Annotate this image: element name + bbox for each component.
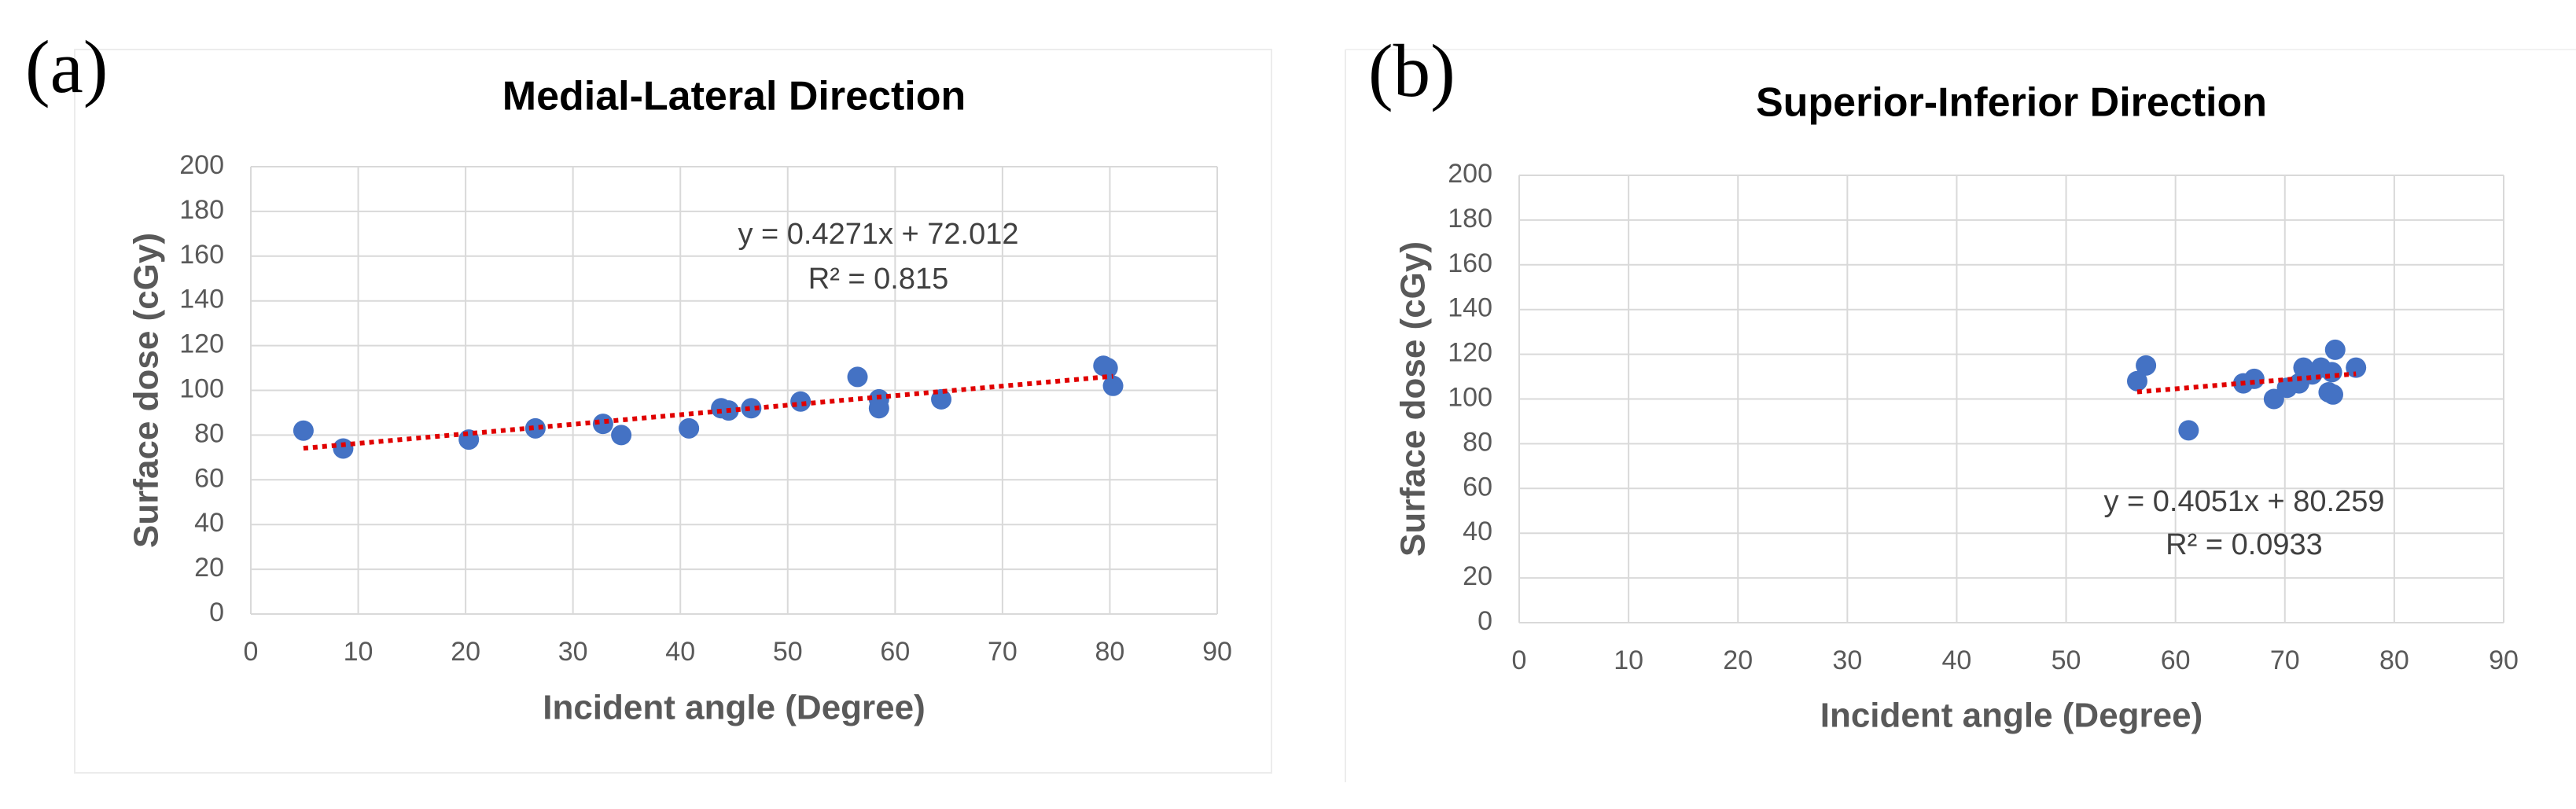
x-tick-label: 20 <box>1723 645 1753 675</box>
y-tick-label: 140 <box>179 285 224 314</box>
y-tick-label: 80 <box>1463 427 1492 457</box>
x-tick-label: 90 <box>2489 645 2519 675</box>
data-point <box>524 417 546 439</box>
y-tick-label: 100 <box>179 373 224 403</box>
trendline-equation: y = 0.4051x + 80.259 <box>2103 485 2384 518</box>
data-point <box>592 414 613 435</box>
data-point <box>741 398 762 419</box>
data-point <box>2321 362 2342 383</box>
trendline <box>303 373 1113 451</box>
y-tick-label: 120 <box>179 329 224 359</box>
x-tick-label: 0 <box>1512 645 1527 675</box>
y-tick-label: 20 <box>1463 561 1492 591</box>
y-tick-label: 140 <box>1448 293 1492 323</box>
panel-frame <box>74 49 1272 774</box>
data-point <box>2178 420 2199 441</box>
y-tick-label: 80 <box>194 418 224 448</box>
x-tick-label: 40 <box>665 637 695 667</box>
y-tick-label: 200 <box>1448 159 1492 189</box>
x-tick-label: 80 <box>1095 637 1125 667</box>
x-tick-label: 10 <box>344 637 374 667</box>
y-tick-label: 200 <box>179 150 224 180</box>
y-tick-label: 180 <box>179 195 224 225</box>
x-tick-label: 30 <box>558 637 588 667</box>
data-point <box>868 398 889 419</box>
x-tick-label: 90 <box>1202 637 1232 667</box>
y-tick-label: 0 <box>209 598 224 627</box>
chart-title: Superior-Inferior Direction <box>1756 80 2267 126</box>
y-tick-label: 160 <box>179 240 224 270</box>
data-point <box>2136 355 2157 376</box>
x-tick-label: 50 <box>2052 645 2081 675</box>
y-tick-label: 40 <box>194 508 224 538</box>
x-tick-label: 40 <box>1942 645 1972 675</box>
y-tick-label: 120 <box>1448 338 1492 368</box>
x-tick-label: 70 <box>2270 645 2300 675</box>
data-point <box>1097 358 1118 379</box>
x-tick-label: 0 <box>244 637 259 667</box>
data-point <box>611 425 632 446</box>
y-tick-label: 40 <box>1463 517 1492 546</box>
y-axis-label: Surface dose (cGy) <box>1394 241 1433 557</box>
data-point <box>2322 384 2343 405</box>
trendline <box>2136 371 2357 395</box>
x-tick-label: 70 <box>988 637 1018 667</box>
data-point <box>790 391 811 412</box>
x-tick-label: 60 <box>2161 645 2191 675</box>
data-point <box>2243 368 2265 389</box>
x-tick-label: 20 <box>451 637 480 667</box>
y-tick-label: 20 <box>194 553 224 583</box>
x-tick-label: 80 <box>2379 645 2409 675</box>
x-tick-label: 30 <box>1832 645 1862 675</box>
data-point <box>679 417 700 439</box>
x-tick-label: 60 <box>880 637 910 667</box>
data-point <box>1102 375 1124 396</box>
data-point <box>2324 339 2346 360</box>
x-axis-label: Incident angle (Degree) <box>1820 697 2203 735</box>
data-point <box>847 366 868 388</box>
r-squared: R² = 0.815 <box>808 263 949 296</box>
data-point <box>2126 370 2147 392</box>
y-tick-label: 0 <box>1478 606 1492 636</box>
y-tick-label: 60 <box>194 463 224 493</box>
chart-title: Medial-Lateral Direction <box>502 74 966 120</box>
data-point <box>333 438 354 459</box>
y-tick-label: 60 <box>1463 472 1492 502</box>
y-tick-label: 100 <box>1448 382 1492 412</box>
y-tick-label: 160 <box>1448 248 1492 278</box>
data-point <box>2346 357 2367 378</box>
panel-label: (b) <box>1368 29 1455 112</box>
panel-label: (a) <box>25 25 108 108</box>
y-axis-label: Surface dose (cGy) <box>127 233 166 548</box>
y-tick-label: 180 <box>1448 204 1492 234</box>
data-point <box>293 420 314 441</box>
x-tick-label: 10 <box>1614 645 1643 675</box>
x-tick-label: 50 <box>773 637 803 667</box>
r-squared: R² = 0.0933 <box>2166 528 2323 561</box>
trendline-equation: y = 0.4271x + 72.012 <box>738 218 1018 251</box>
x-axis-label: Incident angle (Degree) <box>543 689 926 727</box>
